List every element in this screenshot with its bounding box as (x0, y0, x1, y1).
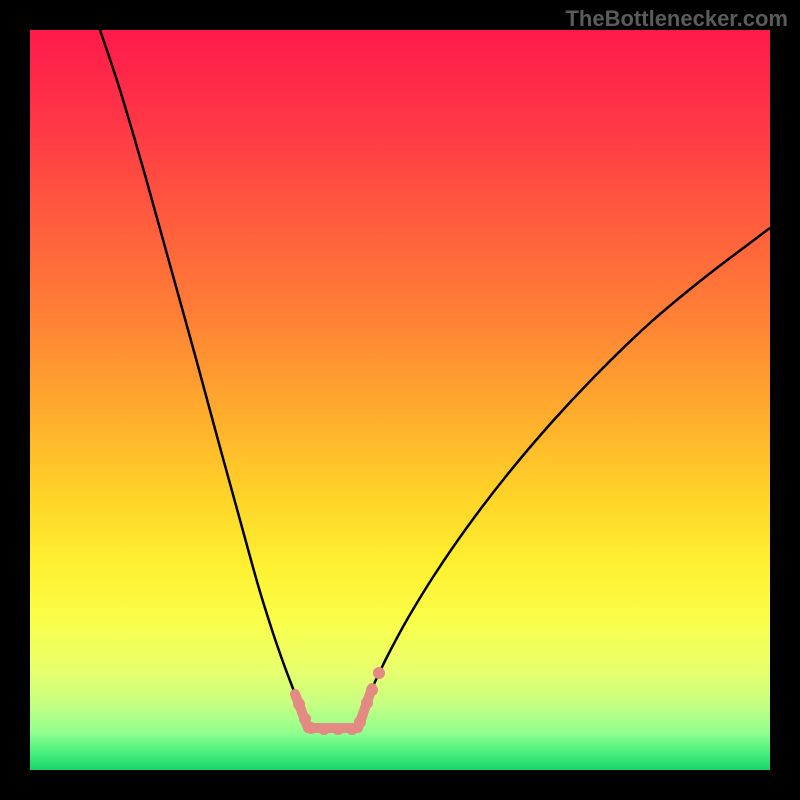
marker-valley (293, 667, 385, 735)
plot-area (30, 30, 770, 770)
chart-frame: TheBottlenecker.com (0, 0, 800, 800)
watermark-text: TheBottlenecker.com (565, 6, 788, 32)
curve-layer (0, 0, 800, 800)
left-curve (100, 30, 298, 702)
right-curve (366, 228, 770, 702)
